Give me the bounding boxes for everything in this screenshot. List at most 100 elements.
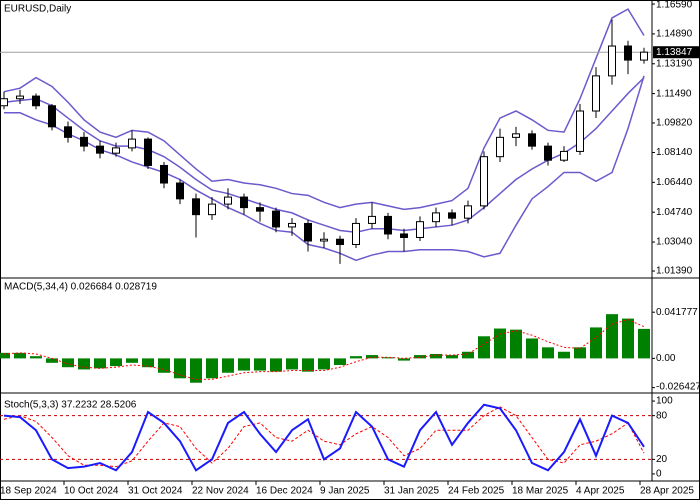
macd-bar [206,358,218,379]
macd-bar [430,353,442,359]
y-tick-label: 1.06440 [656,177,693,188]
y-tick-label: 0.041777 [656,307,698,318]
candle-body [320,238,328,242]
y-tick-label: 1.11490 [656,88,692,99]
candle-body [288,222,296,228]
current-price-label: 1.13847 [656,47,693,58]
candle-body [576,110,584,152]
candle-body [512,133,520,138]
candle-body [464,205,472,219]
macd-bar [350,356,362,359]
macd-bar [14,352,26,359]
macd-bar [622,318,634,359]
candle-body [528,133,536,147]
candle-body [96,145,104,154]
candle-body [336,238,344,246]
macd-bar [238,358,250,371]
candle-body [176,182,184,200]
y-tick-label: 1.08140 [656,147,693,158]
macd-bar [158,358,170,373]
x-tick-label: 10 Oct 2024 [64,486,119,497]
macd-bar [30,356,42,359]
candle-body [560,150,568,161]
macd-bar [78,358,90,370]
x-tick-label: 16 Dec 2024 [256,486,313,497]
candle-body [112,147,120,154]
macd-bar [542,347,554,359]
candle-body [160,164,168,184]
macd-bar [62,358,74,368]
macd-bar [574,347,586,359]
macd-bar [46,358,58,363]
x-tick-label: 18 Sep 2024 [0,486,57,497]
macd-bar [590,327,602,359]
macd-bar [142,358,154,368]
macd-bar [478,336,490,359]
y-tick-label: 80 [656,410,668,421]
x-tick-label: 9 Jan 2025 [320,486,370,497]
y-tick-label: 1.14890 [656,29,693,40]
plot-layer [0,8,652,472]
macd-bar [302,358,314,372]
candle-body [192,198,200,216]
x-tick-label: 31 Jan 2025 [384,486,439,497]
macd-bar [510,329,522,359]
candle-body [352,222,360,246]
candle-body [144,138,152,166]
candle-body [384,215,392,235]
candle-body [32,95,40,107]
y-tick-label: 1.16590 [656,0,693,11]
candle-body [64,126,72,138]
candle-body [256,207,264,212]
macd-title: MACD(5,34,4) 0.026684 0.028719 [4,282,157,293]
macd-bar [398,358,410,361]
macd-bar [126,358,138,363]
macd-bar [174,358,186,379]
x-tick-label: 18 Mar 2025 [512,486,569,497]
macd-bar [558,351,570,359]
stoch-main-line [3,403,645,472]
candle-body [48,105,56,128]
macd-bar [286,358,298,370]
candle-body [240,196,248,209]
y-tick-label: 0 [656,469,662,480]
candle-body [128,138,136,149]
macd-bar [366,355,378,359]
candle-body [624,45,632,61]
candle-body [16,95,24,100]
candle-body [272,210,280,228]
y-tick-label: 1.09820 [656,118,693,129]
macd-bar [94,358,106,369]
macd-bar [446,355,458,359]
candle-body [416,221,424,238]
y-tick-label: -0.026427 [656,382,700,393]
macd-bar [462,351,474,359]
macd-bar [318,358,330,370]
macd-bar [0,352,10,359]
bollinger-band [3,8,645,211]
y-tick-label: 1.03040 [656,237,693,248]
macd-bar [334,358,346,366]
y-tick-label: 1.04740 [656,207,693,218]
chart-title: EURUSD,Daily [4,4,71,15]
candle-body [480,156,488,207]
candle-body [304,222,312,242]
candle-body [640,51,648,61]
candle-body [208,203,216,216]
macd-bar [222,358,234,373]
candle-body [368,215,376,224]
macd-bar [270,358,282,372]
macd-bar [110,358,122,367]
macd-signal-line [3,319,645,380]
bollinger-band [3,77,645,233]
y-tick-label: 20 [656,454,668,465]
y-tick-label: 1.13190 [656,58,693,69]
candle-body [0,98,8,107]
macd-bar [638,328,650,359]
candle-body [448,212,456,219]
candle-body [432,212,440,223]
y-tick-label: 1.01390 [656,266,693,277]
